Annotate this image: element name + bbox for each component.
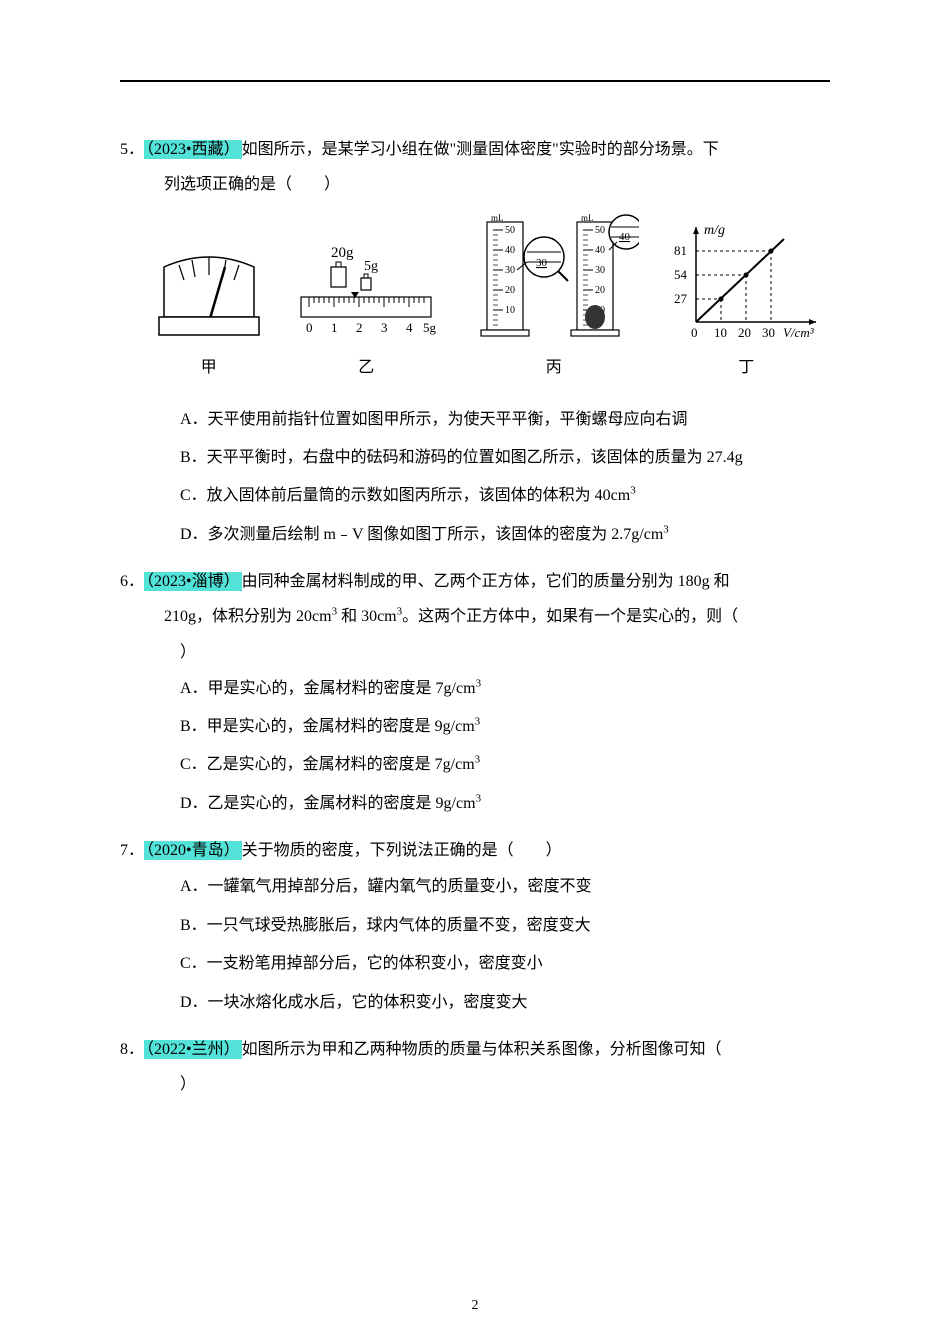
q7-optC: C．一支粉笔用掉部分后，它的体积变小，密度变小 bbox=[120, 945, 830, 983]
fig-ding: m/g V/cm³ 81 54 27 0 10 20 30 bbox=[666, 222, 826, 385]
q6-stem-text1: 由同种金属材料制成的甲、乙两个正方体，它们的质量分别为 180g 和 bbox=[242, 573, 730, 590]
x10: 10 bbox=[714, 325, 727, 340]
q8-stem-line1: 8．（2022•兰州）如图所示为甲和乙两种物质的质量与体积关系图像，分析图像可知… bbox=[120, 1032, 830, 1067]
sup3: 3 bbox=[663, 523, 669, 535]
q6-stem2a: 210g，体积分别为 20cm bbox=[164, 608, 332, 625]
q8-number: 8． bbox=[120, 1041, 144, 1058]
q7-stem-text: 关于物质的密度，下列说法正确的是（ ） bbox=[242, 842, 562, 859]
q6-optB: B．甲是实心的，金属材料的密度是 9g/cm3 bbox=[120, 708, 830, 746]
x0: 0 bbox=[691, 325, 698, 340]
q5-stem-text1: 如图所示，是某学习小组在做"测量固体密度"实验时的部分场景。下 bbox=[242, 141, 719, 158]
ruler-5g: 5g bbox=[423, 320, 437, 335]
q5-stem-line1: 5．（2023•西藏）如图所示，是某学习小组在做"测量固体密度"实验时的部分场景… bbox=[120, 132, 830, 167]
q5-optD: D．多次测量后绘制 m﹣V 图像如图丁所示，该固体的密度为 2.7g/cm3 bbox=[120, 516, 830, 554]
x30: 30 bbox=[762, 325, 775, 340]
ruler-3: 3 bbox=[381, 320, 388, 335]
fig-bing: mL 50 40 30 20 10 bbox=[469, 212, 639, 385]
sup3: 3 bbox=[475, 716, 481, 728]
q6-stem-line1: 6．（2023•淄博）由同种金属材料制成的甲、乙两个正方体，它们的质量分别为 1… bbox=[120, 564, 830, 599]
q7-number: 7． bbox=[120, 842, 144, 859]
q6-stem2b: 和 30cm bbox=[337, 608, 397, 625]
cyl2-t20: 20 bbox=[595, 285, 605, 296]
q8-source: （2022•兰州） bbox=[144, 1040, 242, 1059]
question-7: 7．（2020•青岛）关于物质的密度，下列说法正确的是（ ） A．一罐氧气用掉部… bbox=[120, 833, 830, 1022]
cyl2-t50: 50 bbox=[595, 225, 605, 236]
q7-source: （2020•青岛） bbox=[144, 841, 242, 860]
x20: 20 bbox=[738, 325, 751, 340]
question-8: 8．（2022•兰州）如图所示为甲和乙两种物质的质量与体积关系图像，分析图像可知… bbox=[120, 1032, 830, 1102]
fig-jia-label: 甲 bbox=[201, 350, 217, 385]
top-divider bbox=[120, 80, 830, 82]
question-5: 5．（2023•西藏）如图所示，是某学习小组在做"测量固体密度"实验时的部分场景… bbox=[120, 132, 830, 554]
q7-optB: B．一只气球受热膨胀后，球内气体的质量不变，密度变大 bbox=[120, 907, 830, 945]
sup3: 3 bbox=[630, 485, 636, 497]
y54: 54 bbox=[674, 267, 688, 282]
fig-ding-label: 丁 bbox=[738, 350, 754, 385]
q6-optC-text: C．乙是实心的，金属材料的密度是 7g/cm bbox=[180, 756, 475, 773]
q7-optA: A．一罐氧气用掉部分后，罐内氧气的质量变小，密度不变 bbox=[120, 868, 830, 906]
q5-optC-text: C．放入固体前后量筒的示数如图丙所示，该固体的体积为 40cm bbox=[180, 487, 630, 504]
mag2-value: 40 bbox=[619, 231, 631, 243]
cyl1-t10: 10 bbox=[505, 305, 515, 316]
q5-source: （2023•西藏） bbox=[144, 140, 242, 159]
ruler-2: 2 bbox=[356, 320, 363, 335]
cyl2-t30: 30 bbox=[595, 265, 605, 276]
sup3: 3 bbox=[476, 793, 482, 805]
sup3: 3 bbox=[476, 677, 482, 689]
q5-stem-line2: 列选项正确的是（ ） bbox=[120, 167, 830, 202]
ruler-0: 0 bbox=[306, 320, 313, 335]
weight-5g-label: 5g bbox=[364, 259, 378, 274]
page-number: 2 bbox=[472, 1298, 479, 1314]
q6-optA: A．甲是实心的，金属材料的密度是 7g/cm3 bbox=[120, 670, 830, 708]
q8-stem-line2: ） bbox=[120, 1067, 830, 1102]
q5-number: 5． bbox=[120, 141, 144, 158]
q6-optC: C．乙是实心的，金属材料的密度是 7g/cm3 bbox=[120, 746, 830, 784]
q8-stem-text1: 如图所示为甲和乙两种物质的质量与体积关系图像，分析图像可知（ bbox=[242, 1041, 722, 1058]
ruler-1: 1 bbox=[331, 320, 338, 335]
cyl1-t20: 20 bbox=[505, 285, 515, 296]
mv-chart-icon: m/g V/cm³ 81 54 27 0 10 20 30 bbox=[666, 222, 826, 342]
q5-figures: 甲 20g 5g bbox=[120, 202, 830, 400]
q5-optA: A．天平使用前指针位置如图甲所示，为使天平平衡，平衡螺母应向右调 bbox=[120, 401, 830, 439]
balance-pointer-icon bbox=[154, 242, 264, 342]
q5-optD-text: D．多次测量后绘制 m﹣V 图像如图丁所示，该固体的密度为 2.7g/cm bbox=[180, 526, 663, 543]
y27: 27 bbox=[674, 291, 688, 306]
q6-optD: D．乙是实心的，金属材料的密度是 9g/cm3 bbox=[120, 785, 830, 823]
q6-stem-line3: ） bbox=[120, 635, 830, 670]
fig-yi-label: 乙 bbox=[358, 350, 374, 385]
cyl1-unit: mL bbox=[491, 213, 504, 223]
q5-optB: B．天平平衡时，右盘中的砝码和游码的位置如图乙所示，该固体的质量为 27.4g bbox=[120, 439, 830, 477]
cyl2-t40: 40 bbox=[595, 245, 605, 256]
q6-optD-text: D．乙是实心的，金属材料的密度是 9g/cm bbox=[180, 795, 476, 812]
cyl1-t40: 40 bbox=[505, 245, 515, 256]
fig-bing-label: 丙 bbox=[546, 350, 562, 385]
weight-20g-label: 20g bbox=[331, 245, 354, 261]
mag1-value: 30 bbox=[536, 257, 548, 269]
cyl1-t30: 30 bbox=[505, 265, 515, 276]
q7-optD: D．一块冰熔化成水后，它的体积变小，密度变大 bbox=[120, 984, 830, 1022]
sup3: 3 bbox=[475, 754, 481, 766]
cyl1-t50: 50 bbox=[505, 225, 515, 236]
cyl2-unit: mL bbox=[581, 213, 594, 223]
q5-optC: C．放入固体前后量筒的示数如图丙所示，该固体的体积为 40cm3 bbox=[120, 477, 830, 515]
ruler-4: 4 bbox=[406, 320, 413, 335]
page-container: 5．（2023•西藏）如图所示，是某学习小组在做"测量固体密度"实验时的部分场景… bbox=[0, 0, 950, 1152]
fig-jia: 甲 bbox=[154, 242, 264, 385]
q6-optB-text: B．甲是实心的，金属材料的密度是 9g/cm bbox=[180, 718, 475, 735]
q6-stem-line2: 210g，体积分别为 20cm3 和 30cm3。这两个正方体中，如果有一个是实… bbox=[120, 599, 830, 634]
weights-ruler-icon: 20g 5g bbox=[291, 242, 441, 342]
q6-stem2c: 。这两个正方体中，如果有一个是实心的，则（ bbox=[402, 608, 738, 625]
cylinders-icon: mL 50 40 30 20 10 bbox=[469, 212, 639, 342]
chart-x-label: V/cm³ bbox=[783, 325, 815, 340]
q6-number: 6． bbox=[120, 573, 144, 590]
q6-source: （2023•淄博） bbox=[144, 572, 242, 591]
question-6: 6．（2023•淄博）由同种金属材料制成的甲、乙两个正方体，它们的质量分别为 1… bbox=[120, 564, 830, 823]
q7-stem: 7．（2020•青岛）关于物质的密度，下列说法正确的是（ ） bbox=[120, 833, 830, 868]
fig-yi: 20g 5g bbox=[291, 242, 441, 385]
q6-optA-text: A．甲是实心的，金属材料的密度是 7g/cm bbox=[180, 680, 476, 697]
y81: 81 bbox=[674, 243, 687, 258]
chart-y-label: m/g bbox=[704, 223, 725, 238]
